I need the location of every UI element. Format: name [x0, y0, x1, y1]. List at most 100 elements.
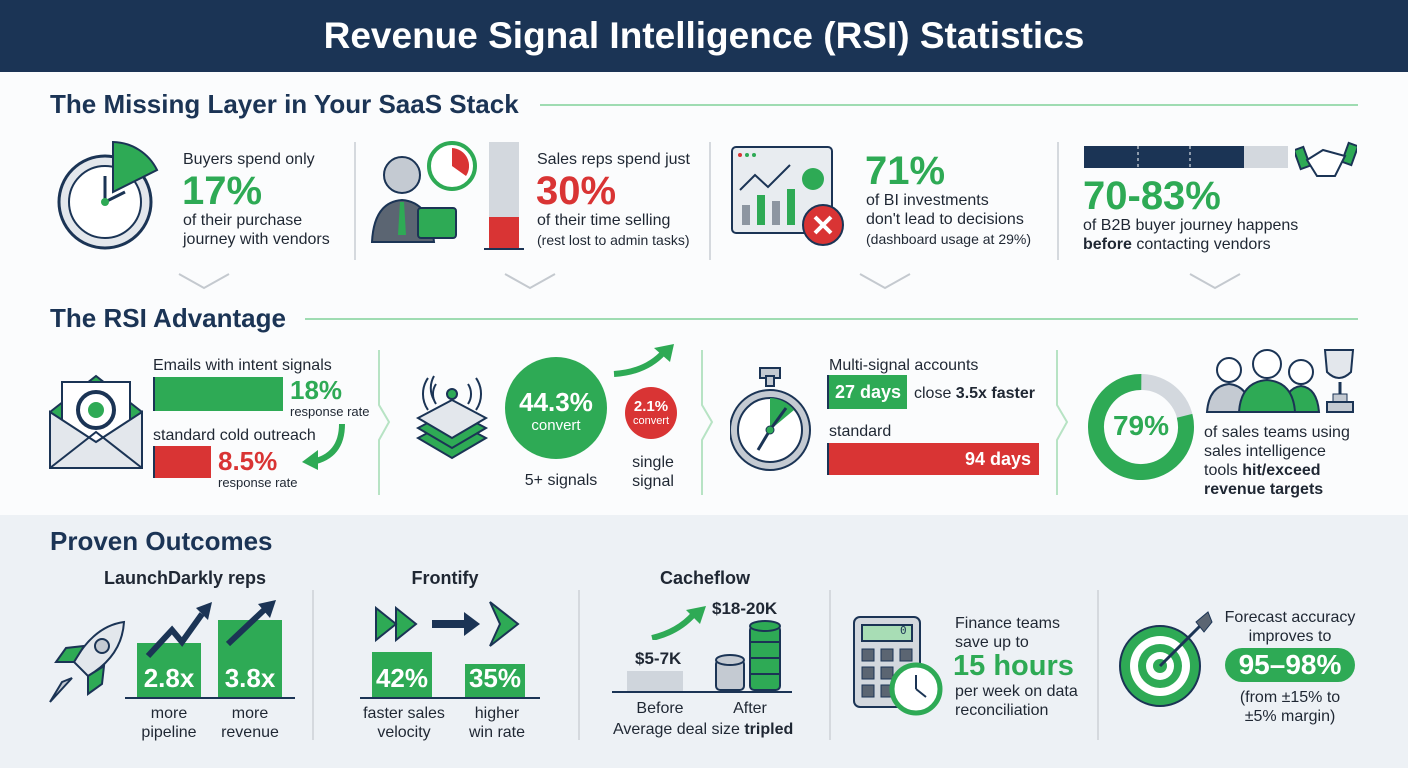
- after-value: $18-20K: [712, 599, 778, 618]
- stat-text: of their time selling: [537, 212, 671, 229]
- baseline: [125, 697, 295, 699]
- baseline: [360, 697, 540, 699]
- signal-layers-icon: [415, 375, 489, 460]
- before-bar: [627, 671, 683, 691]
- column-title: LaunchDarkly reps: [103, 568, 267, 588]
- stat-text: save up to: [955, 634, 1029, 651]
- stat-label: standard cold outreach: [153, 427, 316, 444]
- single-signal-circle: [625, 387, 677, 439]
- stat-sub: convert: [632, 415, 670, 427]
- stat-text: Forecast accuracy: [1224, 609, 1356, 626]
- stat-text: contacting vendors: [1131, 236, 1271, 253]
- stat-label: win rate: [468, 724, 526, 741]
- chevron-down-icon: [859, 273, 911, 290]
- up-arrow-icon: [651, 606, 706, 640]
- coin-stack-icon: [715, 620, 781, 691]
- standard-bar: 94 days: [827, 443, 1039, 475]
- column-title: Frontify: [411, 568, 479, 588]
- stat-value: 79%: [1112, 410, 1170, 441]
- stat-label: more: [231, 705, 269, 722]
- stat-label: Emails with intent signals: [153, 357, 332, 374]
- cold-bar: [153, 446, 211, 478]
- chevron-divider: [1056, 350, 1069, 495]
- stat-value: 15 hours: [953, 650, 1074, 682]
- calculator-clock-icon: [853, 616, 943, 716]
- stat-text: ±5% margin): [1244, 708, 1336, 725]
- chevron-divider: [701, 350, 714, 495]
- stat-pre: Sales reps spend just: [537, 151, 690, 168]
- rocket-icon: [49, 620, 126, 703]
- stat-label: standard: [829, 423, 892, 440]
- stat-label: signal: [632, 473, 674, 490]
- stat-label: pipeline: [141, 724, 197, 741]
- stat-label: velocity: [377, 724, 431, 741]
- column-title: Cacheflow: [659, 568, 751, 588]
- divider: [709, 142, 711, 260]
- curved-arrow-icon: [302, 423, 345, 470]
- stat-label: 5+ signals: [524, 472, 598, 489]
- stat-text: reconciliation: [955, 702, 1049, 719]
- stat-value: 44.3%: [519, 387, 593, 417]
- revenue-bar: 3.8x: [218, 620, 282, 698]
- chevron-down-icon: [178, 273, 230, 290]
- stat-text: (dashboard usage at 29%): [866, 231, 1031, 247]
- stat-value: 30%: [536, 169, 617, 213]
- stat-label: faster sales: [363, 705, 445, 722]
- caption-bold: tripled: [744, 721, 794, 738]
- divider: [829, 590, 831, 740]
- caption: Average deal size: [613, 721, 745, 738]
- chevron-down-icon: [1189, 273, 1241, 290]
- divider: [1057, 142, 1059, 260]
- up-arrow-icon: [613, 344, 674, 377]
- stat-value: 8.5%: [218, 446, 278, 476]
- baseline: [612, 691, 792, 693]
- stat-text: don't lead to decisions: [866, 211, 1024, 228]
- dashboard-error-icon: [731, 146, 844, 246]
- section-title-rsi-advantage: The RSI Advantage: [50, 303, 286, 333]
- stat-label: Multi-signal accounts: [829, 357, 979, 374]
- stat-value: 18%: [290, 375, 343, 405]
- stat-text: per week on data: [955, 683, 1078, 700]
- stat-value: 71%: [865, 149, 946, 193]
- fast-forward-arrow-icon: [375, 601, 520, 647]
- stat-text: Finance teams: [955, 615, 1060, 632]
- stat-text: of B2B buyer journey happens: [1083, 217, 1299, 234]
- multi-signal-bar: 27 days: [827, 375, 907, 409]
- stat-value: 17%: [182, 169, 263, 213]
- stat-text: of sales teams using: [1204, 424, 1350, 441]
- stat-text: close: [914, 385, 956, 402]
- stat-label: Before: [636, 700, 684, 717]
- team-trophy-icon: [1205, 349, 1355, 413]
- stopwatch-icon: [730, 367, 811, 471]
- page-title: Revenue Signal Intelligence (RSI) Statis…: [0, 0, 1408, 72]
- handshake-icon: [1295, 141, 1357, 177]
- clock-icon: [57, 140, 159, 250]
- time-bar: [484, 142, 524, 250]
- divider: [305, 318, 1358, 320]
- stat-text: (from ±15% to: [1239, 689, 1341, 706]
- journey-bar: [1084, 146, 1288, 168]
- win-rate-bar: 35%: [465, 663, 525, 698]
- stat-label: higher: [474, 705, 520, 722]
- stat-label: more: [150, 705, 188, 722]
- section-title-proven-outcomes: Proven Outcomes: [50, 526, 273, 556]
- stat-label: After: [733, 700, 767, 717]
- accuracy-badge: 95–98%: [1225, 648, 1355, 682]
- section-title-missing-layer: The Missing Layer in Your SaaS Stack: [50, 89, 519, 119]
- stat-text: of BI investments: [866, 192, 989, 209]
- before-value: $5-7K: [635, 649, 682, 668]
- multi-signal-circle: [505, 357, 607, 459]
- stat-text: improves to: [1248, 628, 1332, 645]
- divider: [578, 590, 580, 740]
- stat-label: revenue: [221, 724, 279, 741]
- divider: [1097, 590, 1099, 740]
- stat-text: journey with vendors: [183, 231, 330, 248]
- stat-sub: response rate: [218, 475, 298, 490]
- divider: [354, 142, 356, 260]
- calculator-display: 0: [900, 624, 907, 637]
- stat-value: 2.1%: [633, 398, 669, 415]
- stat-text-bold: 3.5x faster: [955, 385, 1035, 402]
- stat-label: single: [632, 454, 674, 471]
- stat-text: tools: [1204, 462, 1243, 479]
- stat-sub: response rate: [290, 404, 370, 419]
